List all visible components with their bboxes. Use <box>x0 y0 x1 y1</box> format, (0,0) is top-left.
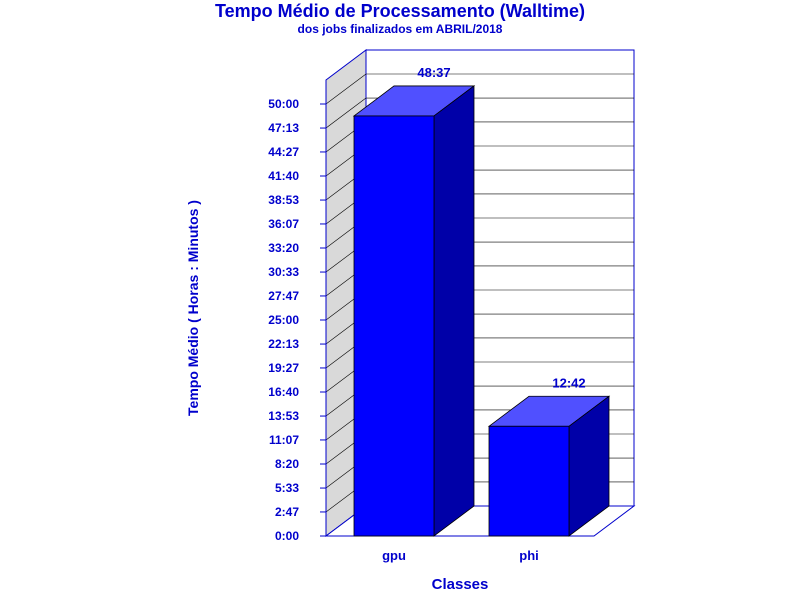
y-tick-label: 36:07 <box>268 217 299 231</box>
bar-side <box>433 85 475 537</box>
y-tick-label: 19:27 <box>268 361 299 375</box>
side-gridline <box>325 73 367 105</box>
y-tick-label: 25:00 <box>268 313 299 327</box>
y-axis-label: Tempo Médio ( Horas : Minutos ) <box>185 200 201 416</box>
y-tick-label: 41:40 <box>268 169 299 183</box>
bar-front <box>353 115 435 537</box>
y-tick-label: 44:27 <box>268 145 299 159</box>
y-tick-label: 33:20 <box>268 241 299 255</box>
chart-subtitle: dos jobs finalizados em ABRIL/2018 <box>297 22 503 36</box>
data-label: 12:42 <box>552 375 585 390</box>
data-label: 48:37 <box>417 65 450 80</box>
y-tick-label: 8:20 <box>275 457 299 471</box>
y-tick-label: 47:13 <box>268 121 299 135</box>
x-axis-label: Classes <box>432 576 489 593</box>
x-tick-label: gpu <box>382 548 406 563</box>
bar-gpu <box>352 85 476 537</box>
y-tick-label: 16:40 <box>268 385 299 399</box>
y-tick-label: 22:13 <box>268 337 299 351</box>
y-tick-label: 27:47 <box>268 289 299 303</box>
y-tick-label: 50:00 <box>268 97 299 111</box>
chart-title: Tempo Médio de Processamento (Walltime) <box>214 1 586 21</box>
y-tick-label: 38:53 <box>268 193 299 207</box>
y-tick-label: 11:07 <box>269 433 299 447</box>
bar-phi <box>487 395 611 537</box>
y-tick-label: 0:00 <box>275 529 299 543</box>
x-tick-label: phi <box>519 548 539 563</box>
y-tick-label: 30:33 <box>268 265 299 279</box>
y-tick-label: 5:33 <box>275 481 299 495</box>
y-tick-label: 13:53 <box>268 409 299 423</box>
side-gridline <box>325 97 367 129</box>
bar-front <box>488 425 570 537</box>
y-tick-label: 2:47 <box>275 505 299 519</box>
